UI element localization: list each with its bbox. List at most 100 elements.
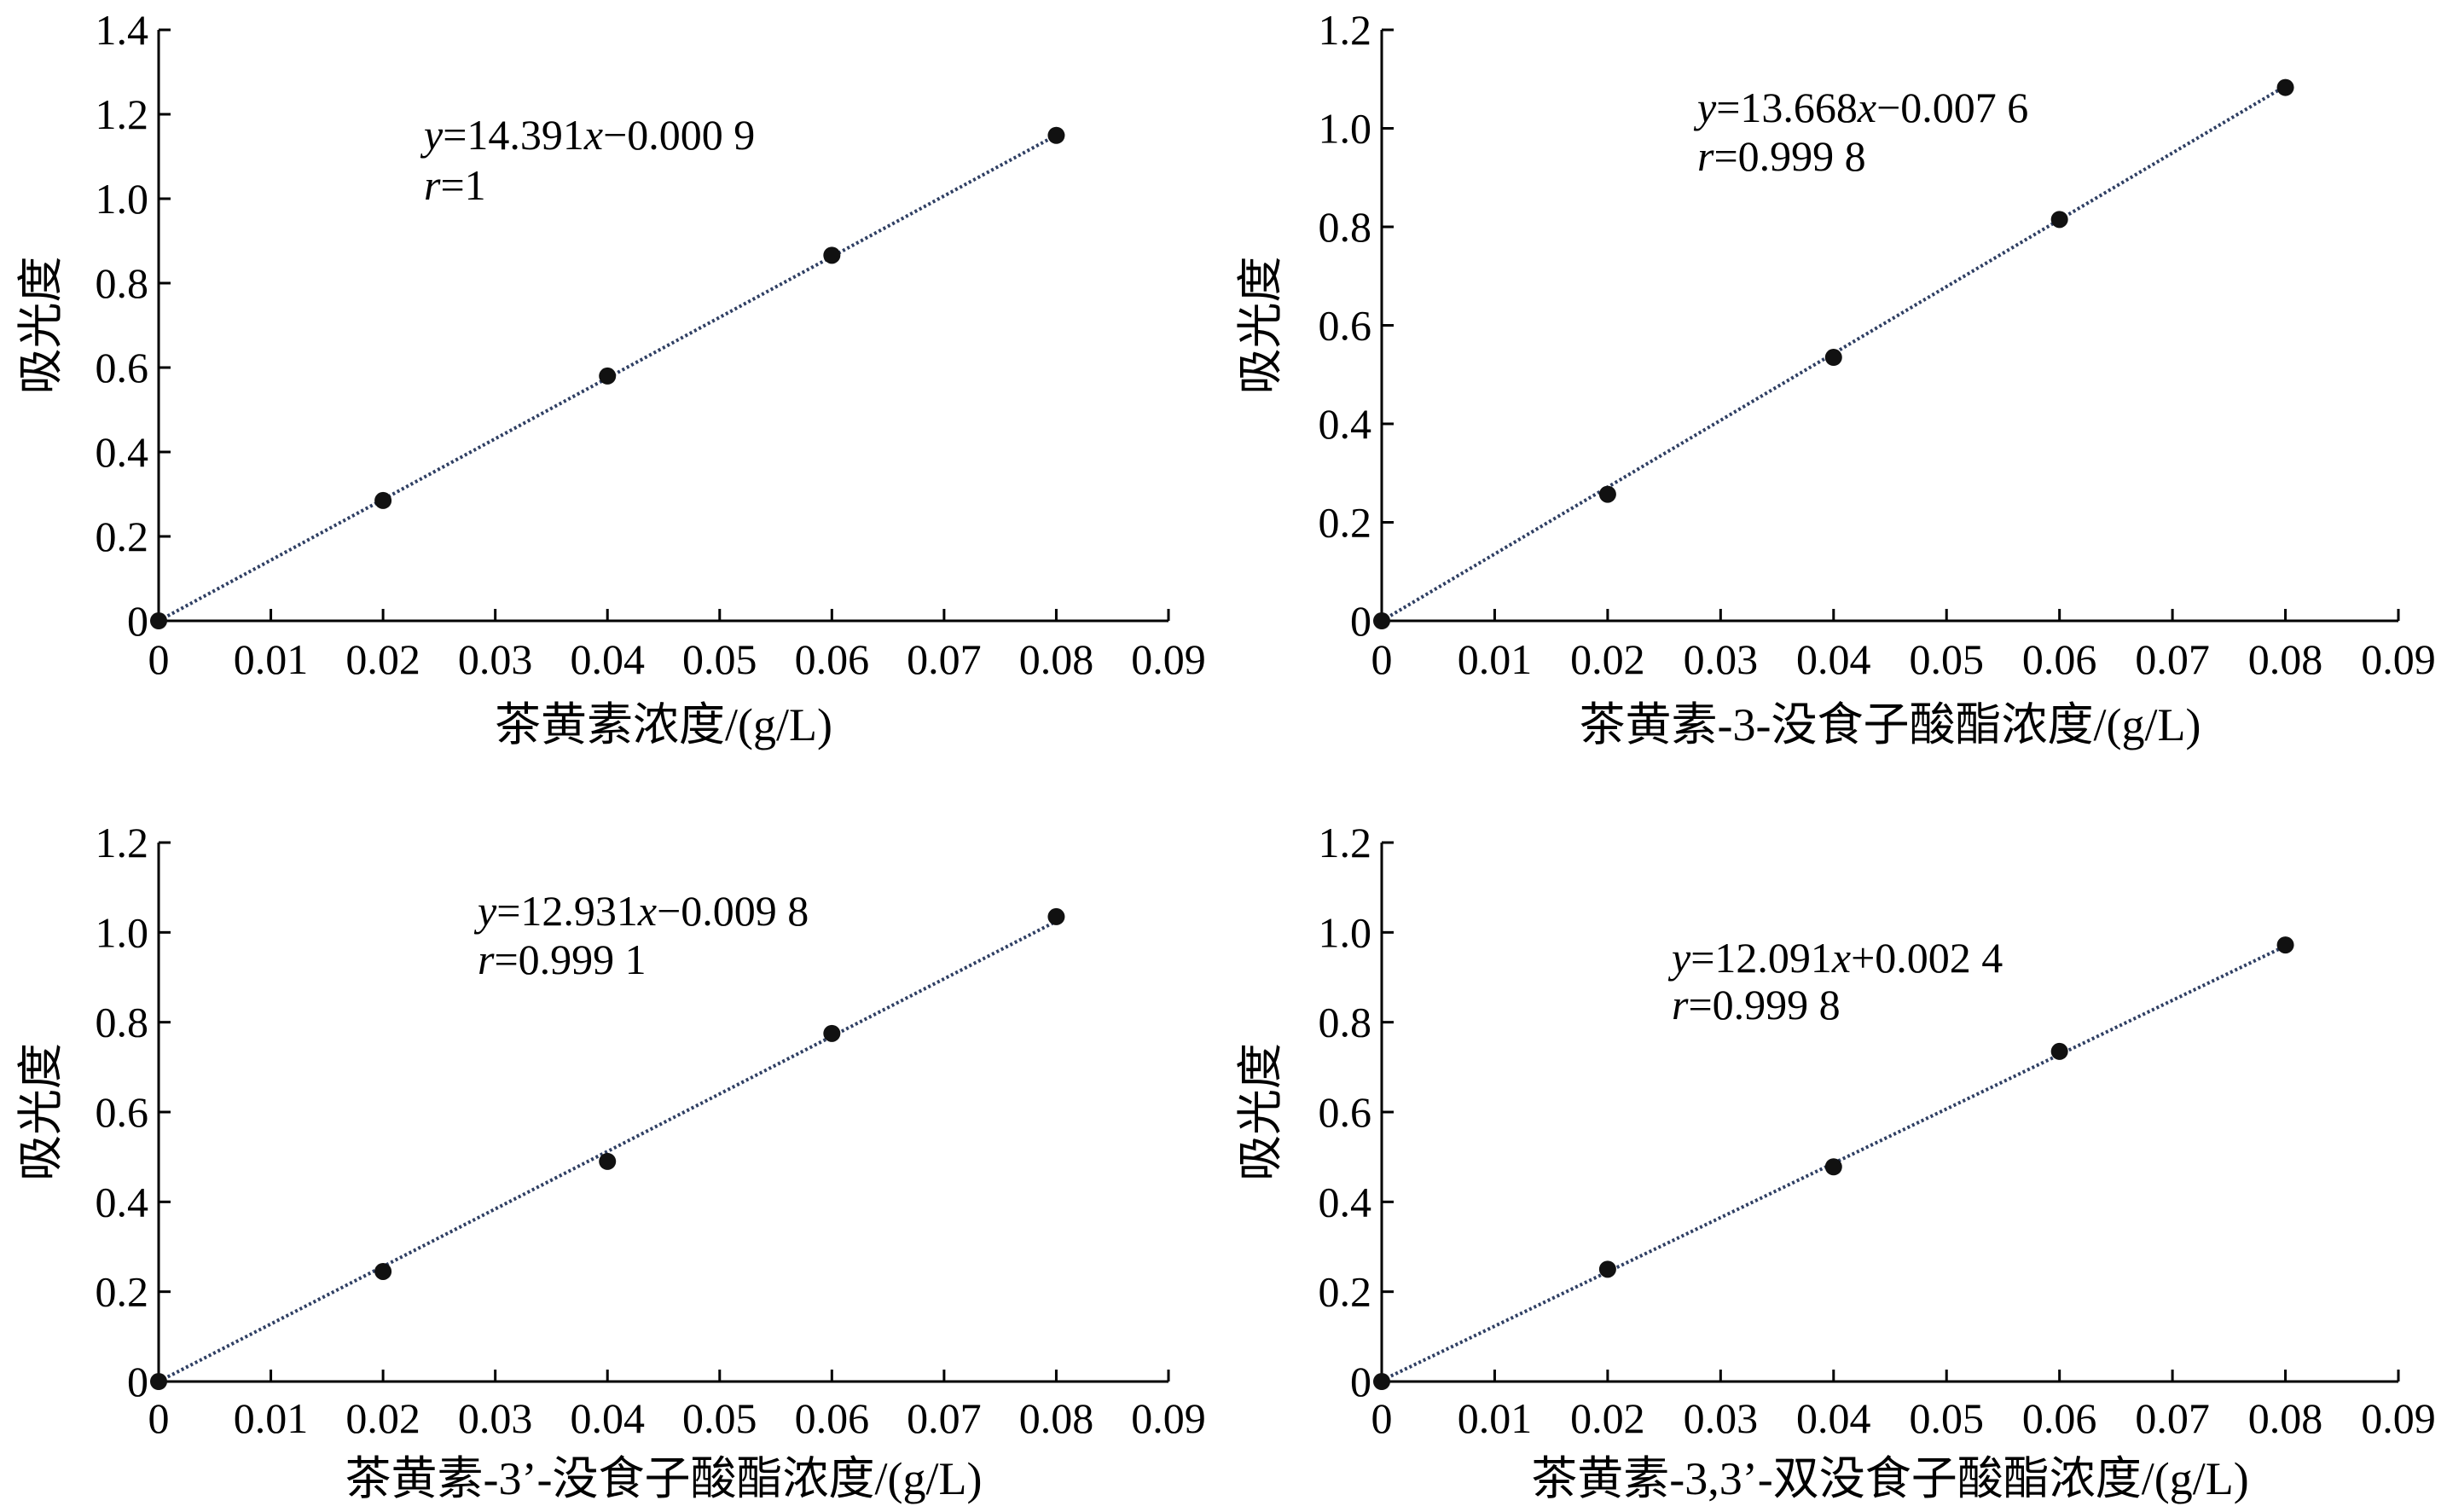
data-point (374, 1262, 392, 1280)
data-point (150, 1373, 167, 1390)
x-tick-label: 0.09 (2361, 1394, 2436, 1442)
x-tick-label: 0.05 (682, 635, 757, 683)
x-tick-label: 0.02 (345, 1394, 420, 1442)
y-tick-label: 1.2 (96, 819, 149, 866)
x-tick-label: 0.04 (1796, 1394, 1871, 1442)
x-tick-label: 0.08 (2248, 635, 2323, 683)
data-point (599, 1152, 617, 1170)
x-tick-label: 0.05 (1909, 635, 1984, 683)
equation-y-var: y (1667, 934, 1691, 982)
x-axis-title: 茶黄素-3-没食子酸酯浓度/(g/L) (1580, 699, 2201, 750)
equation-x-var: x (583, 111, 603, 159)
fit-equation: y=12.091x+0.002 4 (1667, 934, 2003, 982)
data-point (1373, 612, 1390, 629)
x-tick-label: 0.01 (234, 635, 309, 683)
y-tick-label: 1.0 (96, 175, 149, 223)
chart-panel-3: 0 0.01 0.02 0.03 0.04 0.05 0.06 0.07 0.08 0.09 0 0.… (15, 819, 1206, 1504)
y-tick-label: 0.4 (1319, 1178, 1372, 1225)
x-tick-label: 0.01 (234, 1394, 309, 1442)
x-tick-label: 0.04 (570, 635, 645, 683)
y-tick-label: 1.0 (96, 908, 149, 956)
data-point (1373, 1373, 1390, 1390)
x-tick-label: 0.07 (2135, 1394, 2210, 1442)
y-axis-title: 吸光度 (15, 257, 67, 395)
x-tick-label: 0.07 (907, 635, 982, 683)
chart-panel-4: 0 0.01 0.02 0.03 0.04 0.05 0.06 0.07 0.08 0.09 0 0.… (1235, 819, 2436, 1504)
fit-line (1381, 944, 2287, 1382)
equation-intercept: +0.002 4 (1851, 934, 2003, 982)
x-tick-label: 0.07 (907, 1394, 982, 1442)
data-point (1598, 1260, 1616, 1278)
axis-spines (1380, 843, 2398, 1383)
y-tick-label: 0.8 (96, 999, 149, 1046)
data-point (1047, 907, 1065, 925)
fit-line (158, 919, 1058, 1383)
chart-panel-2: 0 0.01 0.02 0.03 0.04 0.05 0.06 0.07 0.08 0.09 0 0.… (1235, 6, 2436, 750)
y-tick-label: 0.2 (1319, 499, 1372, 547)
equation-intercept: −0.007 6 (1876, 84, 2028, 131)
x-tick-label: 0.01 (1458, 635, 1533, 683)
data-point (150, 612, 167, 629)
r-value: =0.999 8 (1688, 981, 1840, 1028)
y-tick-label: 1.4 (96, 6, 149, 54)
data-point (1598, 485, 1616, 503)
equation-intercept: −0.000 9 (603, 111, 755, 159)
data-point (1824, 349, 1842, 367)
y-tick-label: 0.2 (1319, 1268, 1372, 1316)
x-tick-label: 0.05 (1909, 1394, 1984, 1442)
data-point (1047, 126, 1065, 144)
equation-intercept: −0.009 8 (657, 887, 809, 935)
fit-equation: y=12.931x−0.009 8 (473, 887, 809, 935)
y-tick-label: 0 (127, 1358, 148, 1405)
x-tick-label: 0.06 (2022, 635, 2097, 683)
equation-x-var: x (1857, 84, 1876, 131)
x-tick-label: 0.04 (1796, 635, 1871, 683)
fit-equation: y=13.668x−0.007 6 (1693, 84, 2028, 131)
x-tick-label: 0.02 (1570, 635, 1645, 683)
equation-slope: =14.391 (443, 111, 584, 159)
data-point (374, 491, 392, 509)
y-tick-label: 0.2 (96, 513, 149, 560)
r-var: r (424, 161, 441, 209)
x-axis-title: 茶黄素-3,3’-双没食子酸酯浓度/(g/L) (1531, 1453, 2248, 1504)
x-tick-label: 0.06 (795, 1394, 870, 1442)
x-tick-label: 0.03 (1684, 635, 1759, 683)
y-tick-label: 0 (127, 597, 148, 645)
equation-y-var: y (420, 111, 444, 159)
y-tick-label: 0.4 (96, 428, 149, 476)
fit-equation: y=14.391x−0.000 9 (420, 111, 755, 159)
x-tick-label: 0.06 (2022, 1394, 2097, 1442)
x-tick-label: 0.04 (570, 1394, 645, 1442)
x-tick-label: 0.08 (1019, 1394, 1094, 1442)
y-tick-label: 1.2 (96, 90, 149, 138)
equation-y-var: y (1693, 84, 1717, 131)
equation-slope: =12.091 (1690, 934, 1832, 982)
r-value: =0.999 1 (494, 936, 646, 983)
fit-line (158, 133, 1058, 623)
y-tick-label: 0.4 (1319, 400, 1372, 448)
data-point (2050, 1042, 2068, 1060)
correlation-r: r=0.999 1 (478, 936, 647, 983)
x-tick-label: 0.09 (1131, 1394, 1206, 1442)
y-axis-title: 吸光度 (1235, 1043, 1286, 1181)
x-tick-label: 0.02 (345, 635, 420, 683)
data-point (823, 246, 841, 264)
x-tick-label: 0.06 (795, 635, 870, 683)
y-tick-label: 0.6 (1319, 1088, 1372, 1136)
fit-line (1380, 84, 2287, 623)
x-tick-label: 0 (1371, 1394, 1393, 1442)
equation-y-var: y (473, 887, 497, 935)
x-tick-label: 0.08 (1019, 635, 1094, 683)
y-tick-label: 1.0 (1319, 105, 1372, 153)
x-tick-label: 0 (1371, 635, 1393, 683)
x-tick-label: 0 (148, 635, 170, 683)
y-tick-label: 0 (1350, 597, 1371, 645)
x-axis-title: 茶黄素浓度/(g/L) (495, 699, 832, 750)
correlation-r: r=0.999 8 (1672, 981, 1841, 1028)
y-tick-label: 0.6 (1319, 302, 1372, 350)
x-tick-label: 0.01 (1458, 1394, 1533, 1442)
y-tick-label: 0.8 (1319, 999, 1372, 1046)
y-tick-label: 0 (1350, 1358, 1371, 1405)
x-tick-label: 0.07 (2135, 635, 2210, 683)
